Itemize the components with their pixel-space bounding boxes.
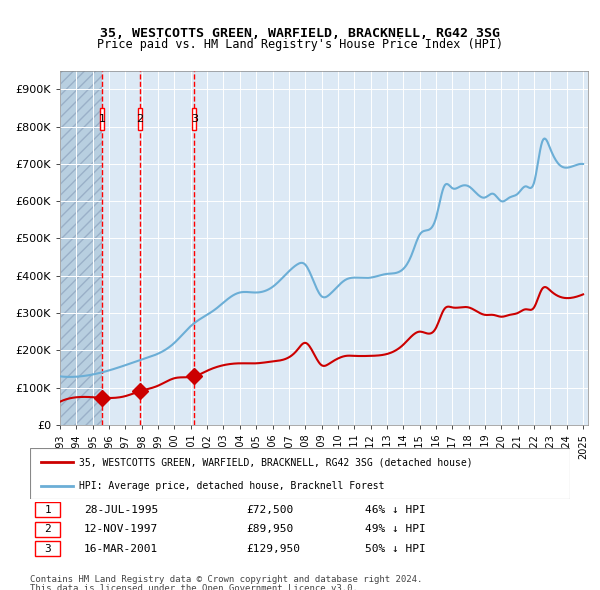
Text: 3: 3 — [44, 544, 51, 553]
Text: £89,950: £89,950 — [246, 525, 293, 534]
Text: 49% ↓ HPI: 49% ↓ HPI — [365, 525, 425, 534]
FancyBboxPatch shape — [100, 108, 104, 130]
Text: 3: 3 — [191, 114, 198, 124]
Text: 16-MAR-2001: 16-MAR-2001 — [84, 544, 158, 553]
Text: 28-JUL-1995: 28-JUL-1995 — [84, 505, 158, 514]
Bar — [60, 71, 92, 425]
Text: 1: 1 — [44, 505, 51, 514]
Text: 2: 2 — [44, 525, 51, 534]
Text: £129,950: £129,950 — [246, 544, 300, 553]
Text: HPI: Average price, detached house, Bracknell Forest: HPI: Average price, detached house, Brac… — [79, 481, 384, 491]
FancyBboxPatch shape — [35, 541, 60, 556]
Bar — [92, 71, 102, 425]
FancyBboxPatch shape — [137, 108, 142, 130]
FancyBboxPatch shape — [35, 502, 60, 517]
Text: 35, WESTCOTTS GREEN, WARFIELD, BRACKNELL, RG42 3SG: 35, WESTCOTTS GREEN, WARFIELD, BRACKNELL… — [100, 27, 500, 40]
FancyBboxPatch shape — [35, 522, 60, 537]
FancyBboxPatch shape — [30, 448, 570, 499]
Text: Contains HM Land Registry data © Crown copyright and database right 2024.: Contains HM Land Registry data © Crown c… — [30, 575, 422, 584]
Text: 12-NOV-1997: 12-NOV-1997 — [84, 525, 158, 534]
Text: 50% ↓ HPI: 50% ↓ HPI — [365, 544, 425, 553]
Text: £72,500: £72,500 — [246, 505, 293, 514]
Text: 2: 2 — [136, 114, 143, 124]
Text: 46% ↓ HPI: 46% ↓ HPI — [365, 505, 425, 514]
Text: 35, WESTCOTTS GREEN, WARFIELD, BRACKNELL, RG42 3SG (detached house): 35, WESTCOTTS GREEN, WARFIELD, BRACKNELL… — [79, 457, 472, 467]
Text: Price paid vs. HM Land Registry's House Price Index (HPI): Price paid vs. HM Land Registry's House … — [97, 38, 503, 51]
FancyBboxPatch shape — [192, 108, 196, 130]
Text: This data is licensed under the Open Government Licence v3.0.: This data is licensed under the Open Gov… — [30, 584, 358, 590]
Text: 1: 1 — [98, 114, 106, 124]
